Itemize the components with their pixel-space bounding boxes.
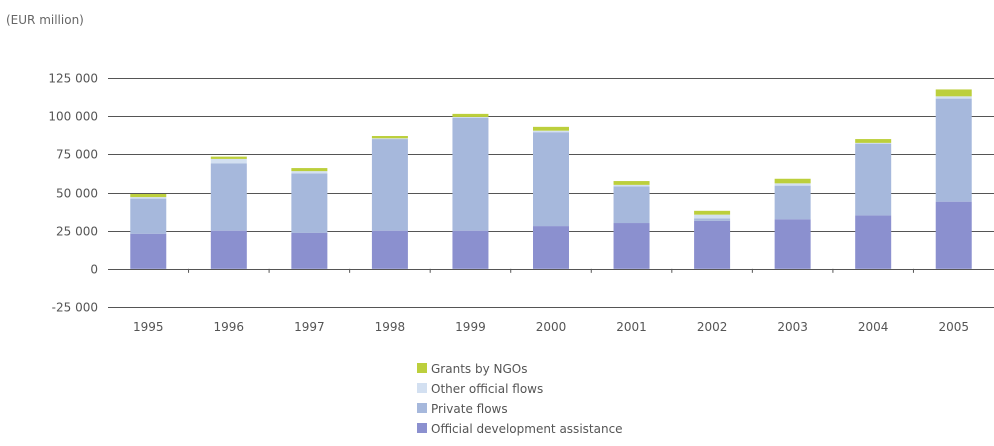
bar-segment [452, 117, 489, 231]
y-tick-label: 25 000 [56, 225, 98, 239]
bar-segment [371, 139, 408, 231]
bar-segment [210, 230, 247, 269]
legend-label: Grants by NGOs [431, 362, 527, 376]
bar-segment [855, 139, 892, 143]
bar-segment [694, 214, 731, 219]
y-tick-label: -25 000 [52, 301, 98, 315]
bar-segment [371, 136, 408, 139]
x-tick-label: 1997 [294, 320, 325, 334]
legend-swatch [417, 403, 427, 413]
bar-segment [613, 184, 650, 187]
bar-segment [533, 126, 569, 131]
axes: 125 000 100 000 75 000 50 000 25 000 0 -25 000… [48, 72, 969, 335]
x-tick-label: 2005 [938, 320, 969, 334]
bar-segment [613, 223, 650, 269]
bar-segment [855, 143, 892, 216]
legend-swatch [417, 363, 427, 373]
x-tick-label: 1999 [455, 320, 486, 334]
y-tick-label: 50 000 [56, 187, 98, 201]
x-tick-label: 2003 [777, 320, 808, 334]
legend-label: Official development assistance [431, 422, 623, 436]
bar-segment [935, 96, 972, 99]
bar-segment [613, 186, 650, 224]
bar-segment [935, 201, 972, 269]
bar-segment [210, 158, 247, 164]
bar-segment [855, 142, 892, 144]
y-tick-label: 75 000 [56, 148, 98, 162]
legend-label: Other official flows [431, 382, 543, 396]
legend-swatch [417, 383, 427, 393]
bar-segment [210, 163, 247, 231]
bar-segment [291, 232, 328, 269]
bar-segment [855, 215, 892, 269]
bar-segment [210, 156, 247, 159]
x-tick-label: 2002 [697, 320, 728, 334]
bar-segment [452, 116, 489, 118]
bar-segment [774, 178, 811, 184]
bar-segment [694, 220, 731, 269]
bar-segment [130, 197, 167, 199]
x-tick-label: 2000 [536, 320, 567, 334]
bar-segment [130, 198, 167, 234]
bar-segment [774, 185, 811, 220]
bar-segment [533, 132, 569, 227]
bar-segment [130, 233, 167, 269]
x-tick-label: 1995 [133, 320, 164, 334]
bar-segment [694, 210, 731, 215]
legend: Grants by NGOs Other official flows Privat… [417, 362, 623, 436]
bar-segment [935, 98, 972, 202]
bar-segment [694, 218, 731, 221]
bar-segment [291, 168, 328, 172]
unit-label: (EUR million) [6, 13, 84, 27]
bar-segment [613, 181, 650, 185]
y-tick-label: 125 000 [48, 72, 98, 86]
y-tick-label: 100 000 [48, 110, 98, 124]
bar-segment [935, 89, 972, 97]
x-tick-label: 1996 [214, 320, 245, 334]
bar-segment [452, 113, 489, 117]
bar-segment [130, 194, 167, 198]
bar-segment [452, 230, 489, 269]
bar-segment [533, 130, 569, 133]
x-tick-label: 2004 [858, 320, 889, 334]
bar-segment [291, 173, 328, 233]
y-tick-label: 0 [90, 263, 98, 277]
bars [130, 89, 972, 269]
x-tick-label: 2001 [616, 320, 647, 334]
x-tick-label: 1998 [375, 320, 406, 334]
bar-segment [533, 226, 569, 269]
legend-label: Private flows [431, 402, 508, 416]
bar-segment [774, 183, 811, 186]
bar-segment [774, 219, 811, 269]
bar-segment [291, 171, 328, 174]
bar-segment [371, 138, 408, 140]
legend-swatch [417, 423, 427, 433]
bar-segment [371, 230, 408, 269]
